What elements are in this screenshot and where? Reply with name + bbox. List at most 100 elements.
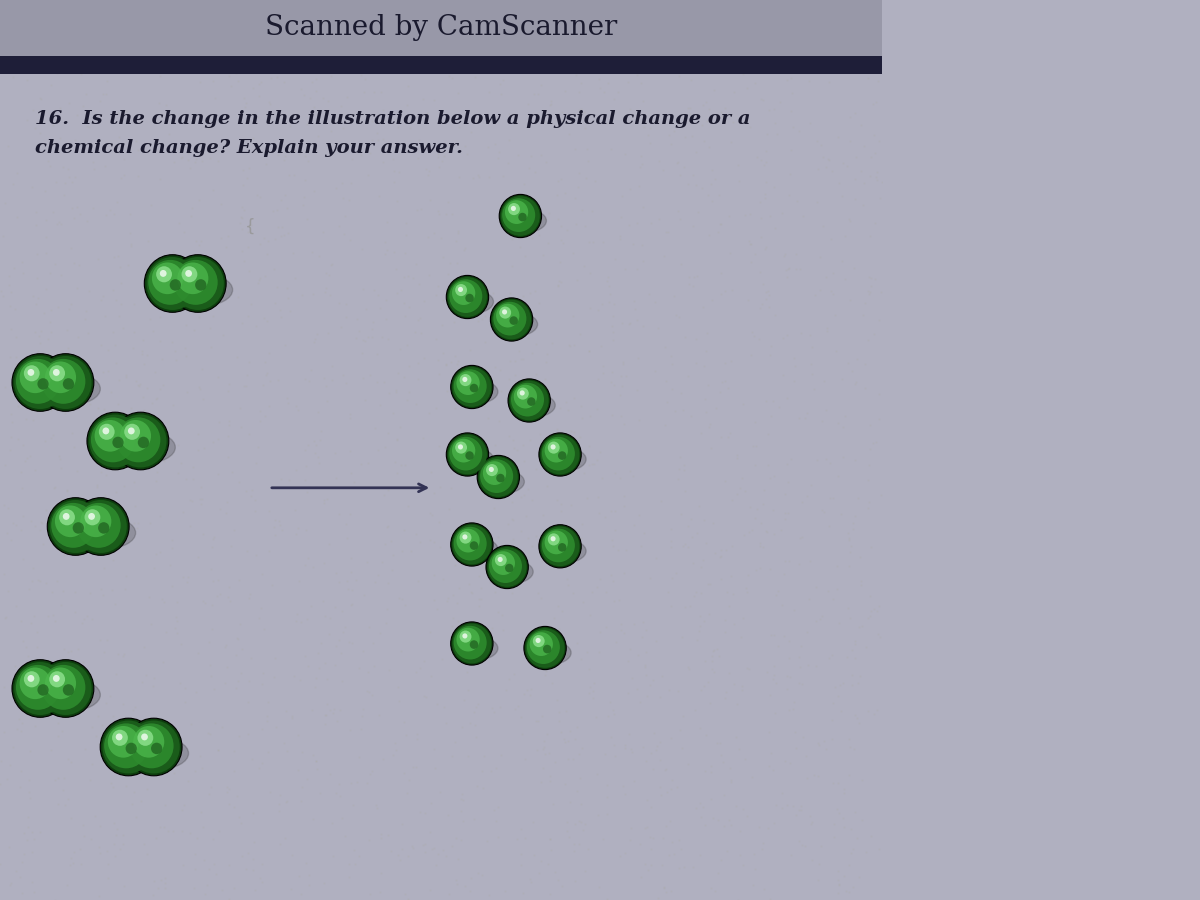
Point bbox=[506, 549, 526, 563]
Point bbox=[304, 560, 323, 574]
Point bbox=[318, 491, 337, 506]
Point bbox=[828, 776, 847, 790]
Point bbox=[397, 728, 416, 742]
Point bbox=[114, 516, 133, 530]
Point bbox=[660, 814, 679, 828]
Point bbox=[337, 530, 356, 544]
Point bbox=[808, 770, 827, 784]
Point bbox=[604, 36, 623, 50]
Point bbox=[688, 269, 707, 284]
Point bbox=[188, 831, 208, 845]
Point bbox=[502, 231, 521, 246]
Point bbox=[347, 775, 366, 789]
Circle shape bbox=[98, 424, 115, 440]
Point bbox=[29, 572, 48, 587]
Point bbox=[0, 724, 13, 739]
Point bbox=[473, 868, 492, 882]
Point bbox=[620, 464, 640, 478]
Point bbox=[751, 211, 770, 225]
Point bbox=[580, 344, 599, 358]
Point bbox=[373, 752, 392, 767]
Point bbox=[54, 508, 73, 523]
Point bbox=[313, 225, 332, 239]
Point bbox=[652, 788, 671, 803]
Point bbox=[397, 97, 416, 112]
Point bbox=[8, 432, 28, 446]
Point bbox=[572, 202, 592, 217]
Point bbox=[727, 487, 746, 501]
Point bbox=[62, 175, 82, 189]
Point bbox=[686, 49, 706, 63]
Point bbox=[601, 730, 620, 744]
Point bbox=[427, 601, 446, 616]
Point bbox=[337, 574, 356, 589]
Point bbox=[762, 339, 781, 354]
Point bbox=[391, 283, 410, 297]
Point bbox=[138, 285, 157, 300]
Point bbox=[257, 158, 276, 172]
Point bbox=[0, 777, 10, 791]
Circle shape bbox=[494, 554, 506, 566]
Point bbox=[80, 585, 100, 599]
Point bbox=[410, 202, 430, 216]
Circle shape bbox=[469, 541, 479, 550]
Point bbox=[397, 338, 416, 353]
Point bbox=[661, 534, 680, 548]
Point bbox=[673, 7, 692, 22]
Point bbox=[36, 213, 55, 228]
Point bbox=[326, 181, 346, 195]
Point bbox=[523, 814, 542, 829]
Point bbox=[233, 642, 252, 656]
Circle shape bbox=[41, 665, 85, 710]
Point bbox=[342, 635, 361, 650]
Ellipse shape bbox=[104, 737, 163, 769]
Point bbox=[588, 808, 607, 823]
Point bbox=[134, 357, 154, 372]
Point bbox=[14, 825, 34, 840]
Point bbox=[70, 258, 89, 273]
Point bbox=[83, 612, 102, 626]
Point bbox=[122, 796, 142, 811]
Point bbox=[95, 562, 114, 576]
Point bbox=[377, 312, 396, 327]
Point bbox=[300, 374, 319, 388]
Point bbox=[336, 376, 355, 391]
Point bbox=[71, 495, 90, 509]
Point bbox=[336, 297, 355, 311]
Point bbox=[661, 540, 680, 554]
Point bbox=[854, 308, 874, 322]
Point bbox=[540, 205, 559, 220]
Point bbox=[500, 133, 520, 148]
Point bbox=[478, 370, 497, 384]
Point bbox=[251, 403, 270, 418]
Point bbox=[739, 234, 758, 248]
Point bbox=[172, 824, 191, 838]
Point bbox=[299, 154, 318, 168]
Point bbox=[576, 220, 595, 234]
Point bbox=[107, 194, 126, 209]
Point bbox=[588, 303, 607, 318]
Point bbox=[173, 803, 192, 817]
Point bbox=[65, 585, 84, 599]
Point bbox=[307, 762, 326, 777]
Point bbox=[679, 662, 698, 676]
Point bbox=[60, 859, 79, 873]
Point bbox=[428, 203, 448, 218]
Point bbox=[244, 852, 263, 867]
Point bbox=[833, 420, 852, 435]
Point bbox=[674, 860, 694, 875]
Point bbox=[560, 795, 580, 809]
Point bbox=[125, 297, 144, 311]
Point bbox=[634, 113, 653, 128]
Point bbox=[700, 102, 719, 116]
Point bbox=[46, 614, 65, 628]
Point bbox=[76, 311, 95, 326]
Point bbox=[841, 822, 860, 836]
Point bbox=[97, 843, 116, 858]
Point bbox=[190, 193, 209, 207]
Point bbox=[298, 771, 317, 786]
Point bbox=[108, 822, 127, 836]
Point bbox=[566, 68, 586, 83]
Point bbox=[847, 7, 866, 22]
Point bbox=[653, 832, 672, 846]
